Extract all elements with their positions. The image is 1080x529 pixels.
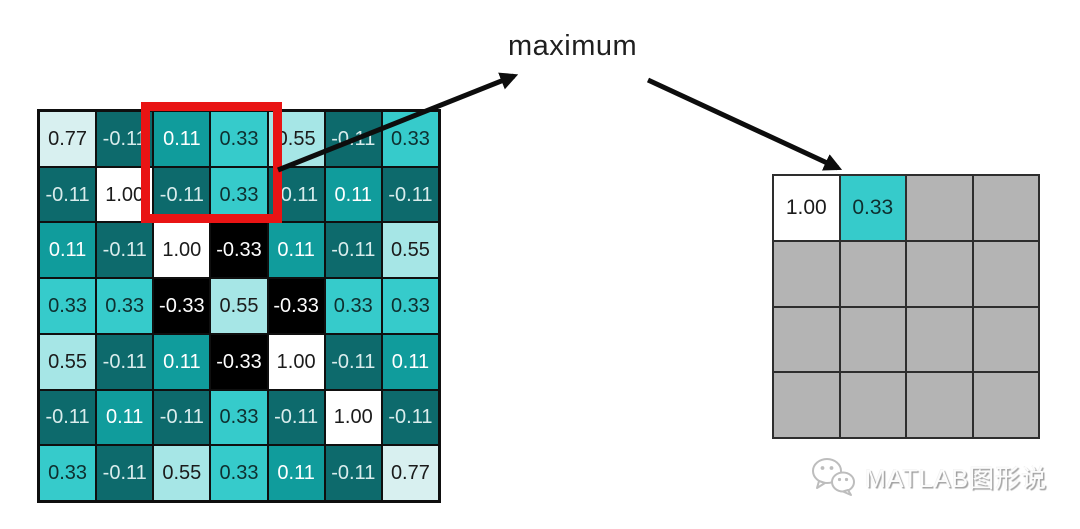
input-matrix-cell-r4c7: 0.33 [382,279,438,333]
input-matrix-cell-r2c6: 0.11 [325,167,381,222]
output-matrix-cell-r2c3 [907,241,972,306]
operation-label: maximum [508,30,638,62]
input-matrix-cell-r5c3: 0.11 [154,334,210,389]
output-matrix-cell-r1c2: 0.33 [840,176,905,240]
input-matrix-cell-r2c1: -0.11 [40,167,96,222]
input-matrix-cell-r7c4: 0.33 [211,446,267,500]
input-matrix-cell-r7c7: 0.77 [382,446,438,500]
input-matrix-cell-r6c7: -0.11 [382,390,438,445]
watermark: MATLAB图形说 [810,456,1047,498]
input-matrix-cell-r1c7: 0.33 [382,112,438,166]
output-matrix-cell-r4c4 [973,373,1038,437]
input-matrix-cell-r6c1: -0.11 [40,390,96,445]
input-matrix-cell-r3c6: -0.11 [325,223,381,278]
input-matrix-cell-r5c5: 1.00 [268,334,324,389]
output-matrix-cell-r3c1 [774,307,839,372]
input-matrix-cell-r7c2: -0.11 [97,446,153,500]
output-matrix-cell-r1c4 [973,176,1038,240]
input-matrix-cell-r4c2: 0.33 [97,279,153,333]
output-matrix-cell-r4c1 [774,373,839,437]
input-matrix-cell-r3c5: 0.11 [268,223,324,278]
input-matrix-cell-r2c7: -0.11 [382,167,438,222]
input-matrix-cell-r6c4: 0.33 [211,390,267,445]
output-matrix-cell-r2c2 [840,241,905,306]
output-matrix-cell-r3c2 [840,307,905,372]
input-matrix-cell-r6c2: 0.11 [97,390,153,445]
input-matrix-cell-r4c1: 0.33 [40,279,96,333]
output-matrix-cell-r2c1 [774,241,839,306]
input-matrix-cell-r6c3: -0.11 [154,390,210,445]
input-matrix-cell-r1c4: 0.33 [211,112,267,166]
wechat-icon [812,458,855,496]
output-matrix-cell-r2c4 [973,241,1038,306]
input-matrix-cell-r1c6: -0.11 [325,112,381,166]
input-matrix-cell-r6c6: 1.00 [325,390,381,445]
input-matrix-cell-r4c5: -0.33 [268,279,324,333]
input-matrix: 0.77 -0.11 0.11 0.33 0.55 -0.11 0.33 -0.11 1.00-… [37,109,441,503]
input-matrix-cell-r2c4: 0.33 [211,167,267,222]
output-matrix-cell-r4c3 [907,373,972,437]
input-matrix-cell-r3c4: -0.33 [211,223,267,278]
watermark-text: MATLAB图形说 [865,465,1048,493]
input-matrix-cell-r7c1: 0.33 [40,446,96,500]
pooling-window-highlight [141,102,282,223]
input-matrix-cell-r3c3: 1.00 [154,223,210,278]
input-matrix-cell-r3c2: -0.11 [97,223,153,278]
input-matrix-cell-r4c3: -0.33 [154,279,210,333]
input-matrix-cell-r4c4: 0.55 [211,279,267,333]
input-matrix-cell-r6c5: -0.11 [268,390,324,445]
input-matrix-cell-r5c7: 0.11 [382,334,438,389]
output-matrix-cell-r3c4 [973,307,1038,372]
arrow-label-to-output [646,77,843,171]
output-matrix-cell-r1c1: 1.00 [774,176,839,240]
input-matrix-cell-r5c6: -0.11 [325,334,381,389]
input-matrix-cell-r2c3: -0.11 [154,167,210,222]
output-matrix-cell-r3c3 [907,307,972,372]
input-matrix-cell-r5c1: 0.55 [40,334,96,389]
input-matrix-cell-r7c3: 0.55 [154,446,210,500]
input-matrix-cell-r5c2: -0.11 [97,334,153,389]
input-matrix-cell-r7c5: 0.11 [268,446,324,500]
input-matrix-cell-r5c4: -0.33 [211,334,267,389]
output-matrix-cell-r1c3 [907,176,972,240]
input-matrix-cell-r3c7: 0.55 [382,223,438,278]
input-matrix-cell-r1c3: 0.11 [154,112,210,166]
output-matrix-cell-r4c2 [840,373,905,437]
input-matrix-cell-r3c1: 0.11 [40,223,96,278]
output-matrix: 1.00 0.33 [772,174,1040,439]
input-matrix-cell-r7c6: -0.11 [325,446,381,500]
input-matrix-cell-r1c1: 0.77 [40,112,96,166]
input-matrix-cell-r4c6: 0.33 [325,279,381,333]
